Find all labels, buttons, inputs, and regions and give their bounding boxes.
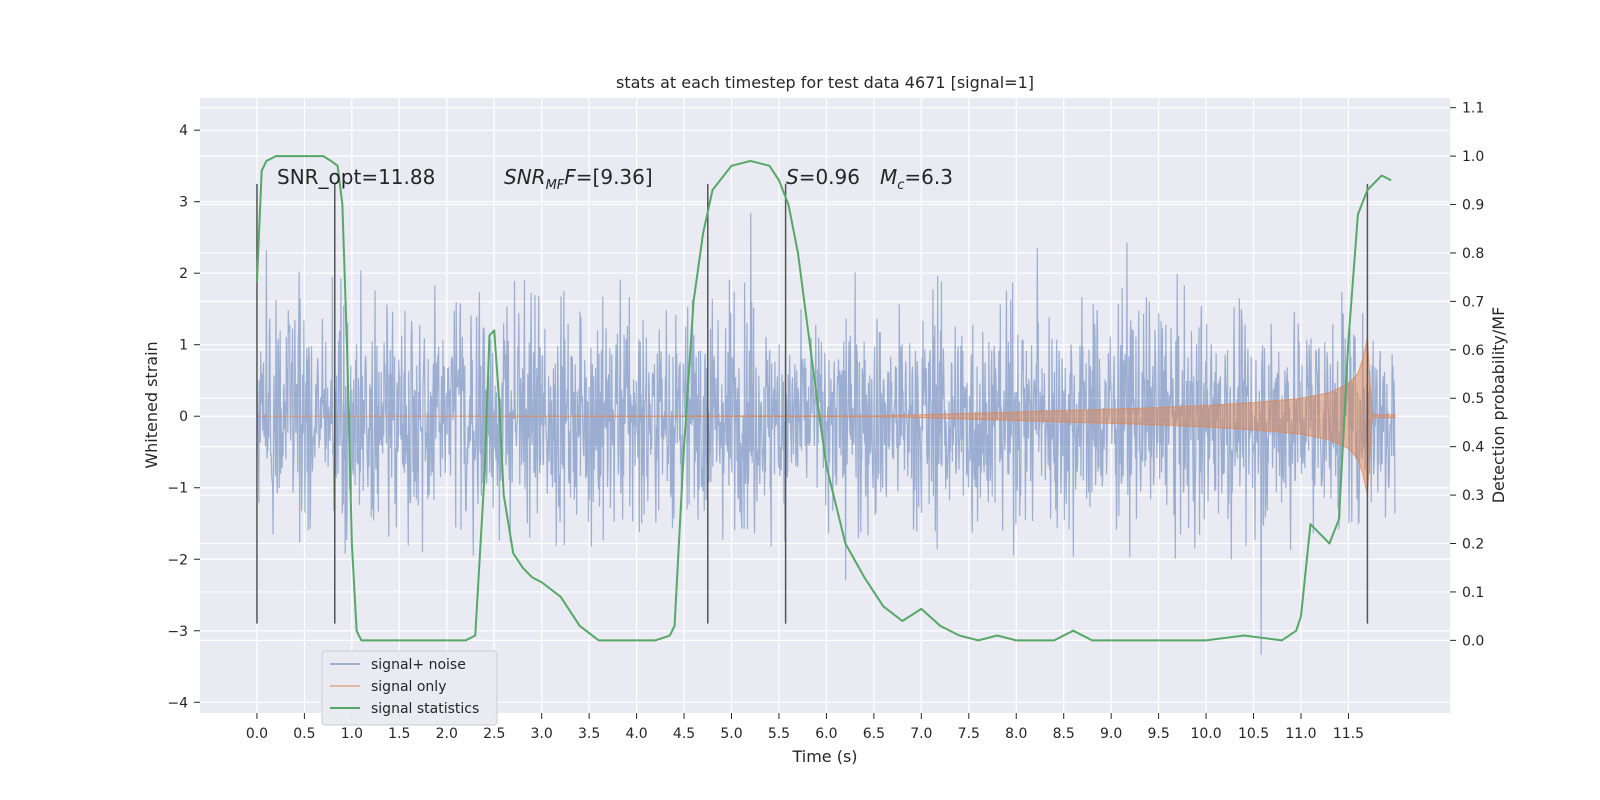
x-tick-label: 7.5 [958, 726, 980, 742]
chart-title: stats at each timestep for test data 467… [616, 73, 1034, 92]
legend-label-signal-only: signal only [371, 679, 446, 695]
y-left-tick-label: −4 [167, 695, 188, 711]
x-tick-label: 5.0 [720, 726, 742, 742]
y-right-tick-label: 0.8 [1462, 246, 1484, 262]
signal-statistics-line [255, 155, 1392, 642]
annotation-s: S=0.96 [786, 165, 860, 189]
x-tick-label: 1.0 [341, 726, 363, 742]
y-right-tick-label: 1.1 [1462, 101, 1484, 117]
x-tick-label: 2.0 [436, 726, 458, 742]
y-right-tick-label: 0.5 [1462, 391, 1484, 407]
y-left-tick-label: 1 [179, 338, 188, 354]
y-right-tick-label: 0.0 [1462, 633, 1484, 649]
x-tick-label: 4.5 [673, 726, 695, 742]
x-tick-label: 9.0 [1100, 726, 1122, 742]
y-left-tick-label: 2 [179, 266, 188, 282]
x-axis-label: Time (s) [791, 747, 857, 766]
y-left-tick-label: −3 [167, 624, 188, 640]
x-tick-label: 0.0 [246, 726, 268, 742]
y-axis-left-ticks: −4 −3 −2 −1 0 1 2 3 4 [167, 123, 200, 711]
y-right-tick-label: 0.4 [1462, 440, 1484, 456]
x-tick-label: 9.5 [1147, 726, 1169, 742]
x-tick-label: 7.0 [910, 726, 932, 742]
y-right-tick-label: 0.9 [1462, 198, 1484, 214]
x-tick-label: 5.5 [768, 726, 790, 742]
y-axis-left-label: Whitened strain [142, 341, 161, 468]
y-right-tick-label: 0.2 [1462, 537, 1484, 553]
y-left-tick-label: 4 [179, 123, 188, 139]
series-signal-only [256, 337, 1396, 495]
legend-label-signal-noise: signal+ noise [371, 657, 466, 673]
x-axis-ticks: 0.0 0.5 1.0 1.5 2.0 2.5 3.0 3.5 4.0 4.5 5.0 5.5 6.0 6… [246, 713, 1364, 742]
legend-label-signal-statistics: signal statistics [371, 701, 479, 717]
x-tick-label: 1.5 [388, 726, 410, 742]
x-tick-label: 8.0 [1005, 726, 1027, 742]
x-tick-label: 10.5 [1238, 726, 1269, 742]
y-right-tick-label: 0.1 [1462, 585, 1484, 601]
annotation-mc: Mc=6.3 [880, 165, 953, 193]
signal-only-area [256, 337, 1396, 495]
series-signal-noise [256, 212, 1396, 656]
y-left-tick-label: −2 [167, 552, 188, 568]
x-tick-label: 4.0 [625, 726, 647, 742]
x-tick-label: 8.5 [1053, 726, 1075, 742]
x-tick-label: 11.0 [1285, 726, 1316, 742]
y-left-tick-label: 0 [179, 409, 188, 425]
annotation-snr-mf: SNRMFF=[9.36] [504, 165, 653, 193]
x-tick-label: 3.5 [578, 726, 600, 742]
y-right-tick-label: 0.7 [1462, 294, 1484, 310]
x-tick-label: 10.0 [1190, 726, 1221, 742]
y-axis-right-label: Detection probability/MF [1489, 307, 1508, 504]
x-tick-label: 3.0 [531, 726, 553, 742]
y-right-tick-label: 0.6 [1462, 343, 1484, 359]
y-right-tick-label: 1.0 [1462, 149, 1484, 165]
y-right-tick-label: 0.3 [1462, 488, 1484, 504]
annotation-snr-opt: SNR_opt=11.88 [277, 165, 435, 189]
y-axis-right-ticks: 0.0 0.1 0.2 0.3 0.4 0.5 0.6 0.7 0.8 0.9 1.0 1.1 [1450, 101, 1484, 649]
x-tick-label: 11.5 [1333, 726, 1364, 742]
x-tick-label: 6.0 [815, 726, 837, 742]
signal-noise-line [256, 212, 1396, 656]
x-tick-label: 6.5 [863, 726, 885, 742]
y-left-tick-label: 3 [179, 195, 188, 211]
y-left-tick-label: −1 [167, 481, 188, 497]
x-tick-label: 2.5 [483, 726, 505, 742]
legend-box [321, 650, 498, 726]
series-signal-statistics [255, 155, 1392, 642]
legend: signal+ noise signal only signal statist… [321, 650, 498, 726]
x-tick-label: 0.5 [293, 726, 315, 742]
vertical-markers [256, 183, 1369, 624]
